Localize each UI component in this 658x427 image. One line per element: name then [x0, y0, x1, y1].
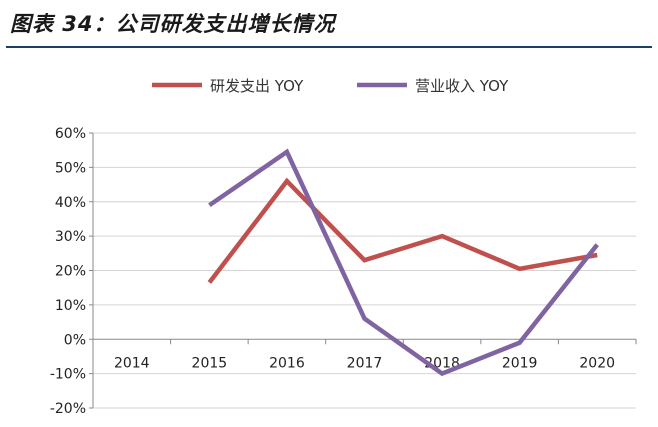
y-tick-label: -10% — [50, 367, 86, 383]
y-tick-label: 10% — [55, 298, 86, 314]
y-tick-label: 0% — [64, 332, 86, 348]
y-tick-labels: 60% 50% 40% 30% 20% 10% 0% -10% -20% — [50, 126, 86, 417]
x-tick-label: 2019 — [502, 355, 538, 371]
x-tick-label: 2016 — [269, 355, 305, 371]
y-tick-label: 20% — [55, 264, 86, 280]
axes — [89, 132, 637, 409]
grid-lines — [93, 132, 636, 409]
y-tick-label: -20% — [50, 401, 86, 417]
figure-title: 图表 34：公司研发支出增长情况 — [10, 12, 336, 36]
legend: 研发支出 YOY 营业收入 YOY — [152, 77, 509, 95]
series-line-2 — [208, 148, 599, 377]
title-rule — [6, 46, 652, 48]
y-tick-label: 60% — [55, 126, 86, 142]
series-line-1 — [207, 177, 598, 284]
legend-label-1: 研发支出 YOY — [210, 77, 304, 95]
x-tick-label: 2017 — [347, 355, 383, 371]
x-tick-label: 2020 — [579, 355, 615, 371]
y-tick-label: 30% — [55, 229, 86, 245]
legend-label-2: 营业收入 YOY — [415, 77, 509, 95]
x-tick-label: 2015 — [192, 355, 228, 371]
series-lines — [207, 148, 599, 377]
x-tick-labels: 2014 2015 2016 2017 2018 2019 2020 — [114, 355, 615, 371]
x-tick-label: 2014 — [114, 355, 150, 371]
y-tick-label: 50% — [55, 160, 86, 176]
y-tick-label: 40% — [55, 195, 86, 211]
